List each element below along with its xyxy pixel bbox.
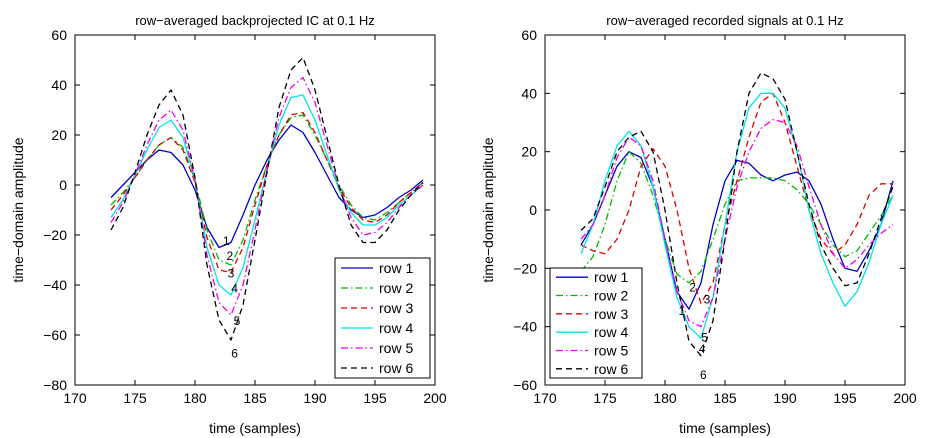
chart-title: row−averaged recorded signals at 0.1 Hz — [606, 13, 843, 28]
legend-label-row-1: row 1 — [594, 269, 628, 285]
x-tick-label: 185 — [243, 390, 267, 406]
y-tick-label: 0 — [529, 202, 537, 218]
series-line-row-1 — [110, 124, 424, 249]
legend-box — [549, 267, 643, 379]
annotation-label-1: 1 — [678, 304, 685, 318]
legend-label-row-1: row 1 — [379, 260, 413, 276]
x-tick-label: 185 — [713, 390, 737, 406]
legend: row 1 row 2 row 3 row 4 row 5 row 6 — [334, 257, 431, 379]
x-tick-label: 175 — [593, 390, 617, 406]
y-tick-label: −20 — [43, 227, 67, 243]
legend-label-row-3: row 3 — [594, 306, 628, 322]
series-line-row-5 — [580, 118, 894, 328]
legend-label-row-3: row 3 — [379, 300, 413, 316]
series-lines — [580, 72, 894, 357]
x-axis-label: time (samples) — [679, 420, 771, 436]
x-tick-label: 195 — [833, 390, 857, 406]
y-axis-label: time−domain amplitude — [480, 137, 496, 282]
y-tick-label: −60 — [43, 327, 67, 343]
x-tick-label: 180 — [183, 390, 207, 406]
x-tick-label: 190 — [303, 390, 327, 406]
x-tick-label: 195 — [363, 390, 387, 406]
annotation-label-6: 6 — [231, 347, 238, 361]
legend-label-row-5: row 5 — [379, 340, 413, 356]
legend-label-row-5: row 5 — [594, 343, 628, 359]
legend-label-row-2: row 2 — [594, 288, 628, 304]
series-line-row-1 — [580, 151, 894, 310]
y-tick-label: −20 — [513, 260, 537, 276]
annotation-label-3: 3 — [228, 267, 235, 281]
y-tick-label: −80 — [43, 377, 67, 393]
y-tick-label: −40 — [43, 277, 67, 293]
y-tick-label: 60 — [51, 27, 67, 43]
legend-box — [334, 257, 431, 379]
series-line-row-2 — [580, 151, 894, 284]
annotation-label-2: 2 — [689, 281, 696, 295]
series-line-row-6 — [110, 56, 424, 341]
chart-panel-2: row−averaged recorded signals at 0.1 Hz 1… — [480, 13, 917, 436]
chart-title: row−averaged backprojected IC at 0.1 Hz — [135, 13, 375, 28]
x-tick-label: 190 — [773, 390, 797, 406]
series-line-row-5 — [110, 76, 424, 316]
annotation-label-4: 4 — [231, 282, 238, 296]
chart-panel-1: row−averaged backprojected IC at 0.1 Hz 1… — [10, 13, 447, 436]
x-tick-label: 175 — [123, 390, 147, 406]
annotation-label-4: 4 — [699, 342, 706, 356]
legend-label-row-6: row 6 — [594, 361, 628, 377]
series-line-row-3 — [580, 92, 893, 304]
y-tick-label: 20 — [51, 127, 67, 143]
x-tick-label: 170 — [63, 390, 87, 406]
annotation-label-1: 1 — [223, 234, 230, 248]
legend: row 1 row 2 row 3 row 4 row 5 row 6 — [549, 267, 643, 379]
legend-label-row-4: row 4 — [594, 324, 628, 340]
legend-label-row-6: row 6 — [379, 360, 413, 376]
annotation-label-2: 2 — [226, 249, 233, 263]
y-tick-label: 20 — [521, 144, 537, 160]
y-axis-label: time−domain amplitude — [10, 137, 26, 282]
y-tick-label: −60 — [513, 377, 537, 393]
x-tick-label: 200 — [423, 390, 447, 406]
series-lines — [110, 56, 424, 341]
annotation-label-5: 5 — [234, 314, 241, 328]
legend-label-row-4: row 4 — [379, 320, 413, 336]
legend-label-row-2: row 2 — [379, 280, 413, 296]
annotation-label-5: 5 — [701, 330, 708, 344]
series-line-row-3 — [110, 111, 424, 274]
y-tick-label: 40 — [51, 77, 67, 93]
y-tick-label: 40 — [521, 85, 537, 101]
x-axis-label: time (samples) — [209, 420, 301, 436]
annotation-label-6: 6 — [700, 368, 707, 382]
x-tick-label: 180 — [653, 390, 677, 406]
y-tick-label: 60 — [521, 27, 537, 43]
y-tick-label: −40 — [513, 319, 537, 335]
annotation-label-3: 3 — [704, 292, 711, 306]
x-tick-label: 170 — [533, 390, 557, 406]
series-line-row-6 — [580, 72, 894, 357]
x-tick-label: 200 — [893, 390, 917, 406]
series-line-row-2 — [110, 114, 424, 266]
y-tick-label: 0 — [59, 177, 67, 193]
